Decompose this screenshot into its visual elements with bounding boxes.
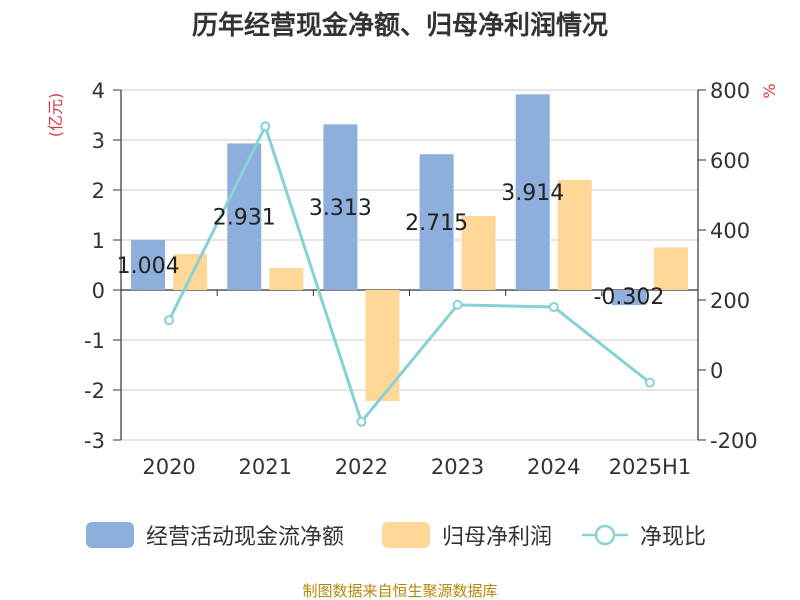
left-tick-label: 1 [92, 229, 105, 253]
x-tick-label: 2022 [335, 455, 388, 479]
x-tick-label: 2020 [142, 455, 195, 479]
ratio-point [644, 377, 655, 388]
data-labels: 1.004 2.931 3.313 2.715 3.914 -0.302 [117, 181, 665, 310]
cashflow-bar [323, 124, 358, 290]
net-profit-bar [269, 268, 304, 290]
ratio-point [164, 315, 175, 326]
cashflow-bar [131, 239, 166, 290]
left-tick-label: 3 [92, 129, 105, 153]
cashflow-data-label: 3.914 [501, 181, 564, 206]
net-profit-bar [653, 247, 688, 290]
net-profit-bar [173, 254, 208, 290]
ratio-point [356, 416, 367, 427]
bars [131, 94, 688, 401]
chart-title: 历年经营现金净额、归母净利润情况 [192, 10, 608, 41]
ratio-point [452, 299, 463, 310]
legend-ratio-label: 净现比 [640, 525, 706, 550]
source-note: 制图数据来自恒生聚源数据库 [302, 582, 497, 600]
left-tick-label: -1 [84, 329, 105, 353]
cashflow-data-label: 3.313 [309, 196, 372, 221]
right-tick-label: 600 [710, 149, 750, 173]
right-tick-label: 0 [710, 359, 723, 383]
right-tick-label: -200 [710, 429, 758, 453]
ratio-line [164, 121, 655, 427]
legend-net-profit-swatch [382, 522, 430, 548]
legend: 经营活动现金流净额 归母净利润 净现比 [86, 522, 706, 550]
right-tick-label: 200 [710, 289, 750, 313]
gridlines [121, 89, 698, 441]
right-tick-label: 400 [710, 219, 750, 243]
right-tick-label: 800 [710, 79, 750, 103]
axes: 4 3 2 1 0 -1 -2 -3 800 600 400 200 0 -200 2020 2021 2022… [84, 79, 758, 479]
ratio-line-path [167, 122, 651, 425]
left-axis-unit: (亿元) [46, 93, 65, 138]
cashflow-bar [515, 94, 550, 290]
ratio-point [260, 121, 271, 132]
left-tick-label: 4 [92, 79, 105, 103]
cashflow-data-label: 2.715 [405, 211, 468, 236]
net-profit-bar [557, 180, 592, 290]
cashflow-data-label: 2.931 [213, 206, 276, 231]
legend-net-profit-label: 归母净利润 [442, 525, 552, 550]
left-tick-label: -2 [84, 379, 105, 403]
cashflow-data-label: 1.004 [117, 254, 180, 279]
cashflow-data-label: -0.302 [593, 285, 664, 310]
ratio-point [548, 302, 559, 312]
left-tick-label: -3 [84, 429, 105, 453]
x-tick-label: 2024 [527, 455, 580, 479]
legend-cashflow-label: 经营活动现金流净额 [146, 525, 344, 550]
x-tick-label: 2023 [431, 455, 484, 479]
left-tick-label: 2 [92, 179, 105, 203]
cashflow-bar [419, 154, 454, 290]
legend-ratio-marker [594, 524, 616, 546]
x-tick-label: 2025H1 [609, 455, 692, 479]
net-profit-bar [461, 216, 496, 290]
x-tick-label: 2021 [239, 455, 292, 479]
right-axis-unit: % [760, 83, 779, 98]
net-profit-bar [365, 290, 400, 401]
legend-cashflow-swatch [86, 522, 134, 548]
cashflow-bar [611, 290, 646, 306]
left-tick-label: 0 [92, 279, 105, 303]
